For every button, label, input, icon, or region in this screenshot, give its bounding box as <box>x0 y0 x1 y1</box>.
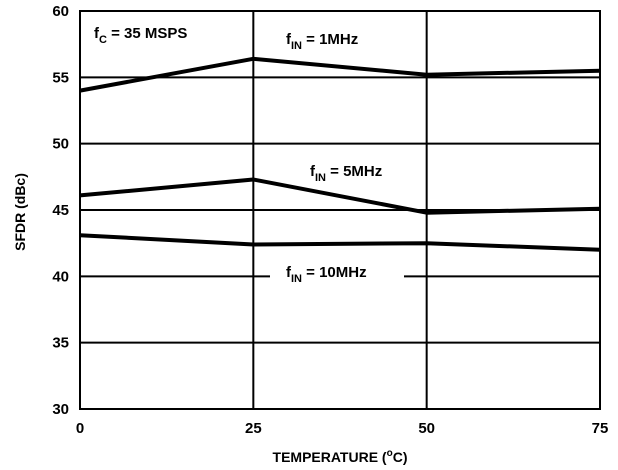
series-line-1 <box>79 56 601 93</box>
y-tick-label: 60 <box>52 3 69 20</box>
x-tick-label: 0 <box>76 420 84 437</box>
x-axis-label: TEMPERATURE (oC) <box>273 448 408 465</box>
x-tick-label: 50 <box>418 420 435 437</box>
series-labels: fIN = 1MHz fIN = 5MHz fIN = 10MHz <box>270 22 418 288</box>
y-tick-label: 55 <box>52 69 69 86</box>
y-tick-label: 30 <box>52 401 69 418</box>
y-tick-label: 45 <box>52 202 69 219</box>
series-line-2 <box>79 177 601 215</box>
x-tick-label: 75 <box>592 420 609 437</box>
series-label-5mhz-bg <box>294 160 418 184</box>
y-tick-label: 35 <box>52 335 69 352</box>
plot-frame <box>79 10 601 410</box>
series-lines <box>79 56 601 252</box>
grid <box>80 11 600 409</box>
series-label-1mhz: fIN = 1MHz <box>286 31 358 52</box>
y-tick-label: 40 <box>52 268 69 285</box>
x-tick-label: 25 <box>245 420 262 437</box>
series-label-10mhz: fIN = 10MHz <box>286 264 367 285</box>
series-label-10mhz-bg <box>270 262 404 288</box>
series-label-1mhz-bg <box>270 22 402 46</box>
y-tick-labels: 30 35 40 45 50 55 60 <box>52 3 69 418</box>
y-tick-label: 50 <box>52 136 69 153</box>
x-tick-labels: 0 25 50 75 <box>76 420 609 437</box>
series-line-3 <box>79 233 601 252</box>
series-label-5mhz: fIN = 5MHz <box>310 163 382 184</box>
condition-annotation: fC = 35 MSPS <box>94 25 187 46</box>
y-axis-label: SFDR (dBc) <box>12 173 28 251</box>
